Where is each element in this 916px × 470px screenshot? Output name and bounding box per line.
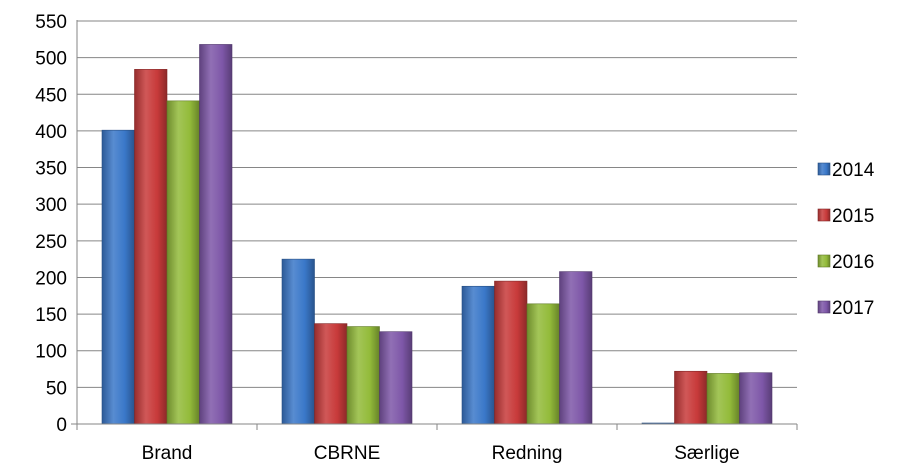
bar-særlige-2015	[674, 370, 708, 425]
bars	[101, 44, 773, 425]
axes	[71, 20, 798, 430]
legend-item-2017: 2017	[817, 298, 874, 319]
legend-label: 2015	[832, 206, 874, 227]
bar-brand-2014	[101, 129, 135, 425]
bar-særlige-2017	[739, 372, 773, 425]
y-tick-label: 100	[35, 342, 67, 363]
bar-cbrne-2016	[346, 326, 380, 425]
legend-item-2014: 2014	[817, 160, 875, 181]
x-tick-label: Særlige	[674, 443, 739, 464]
legend-item-2015: 2015	[817, 206, 874, 227]
y-tick-label: 50	[46, 378, 67, 399]
legend-swatch	[817, 208, 831, 222]
legend-label: 2014	[832, 160, 875, 181]
bar-brand-2015	[134, 69, 168, 425]
legend: 2014 2015 2016 2017	[817, 160, 875, 319]
bar-redning-2014	[461, 285, 495, 425]
legend-swatch	[817, 254, 831, 268]
bar-redning-2015	[494, 280, 528, 425]
legend-swatch	[817, 300, 831, 314]
y-tick-label: 200	[35, 268, 67, 289]
bar-redning-2017	[559, 271, 593, 425]
bar-redning-2016	[526, 303, 560, 425]
bar-cbrne-2014	[281, 258, 315, 425]
y-tick-label: 450	[35, 85, 67, 106]
y-axis-tick-labels: 0 50 100 150 200 250 300 350 400 450 500 550	[35, 12, 67, 436]
x-tick-label: CBRNE	[314, 443, 381, 464]
y-tick-label: 300	[35, 195, 67, 216]
bar-brand-2016	[166, 100, 200, 425]
legend-label: 2016	[832, 252, 874, 273]
legend-swatch	[817, 162, 831, 176]
y-tick-label: 550	[35, 12, 67, 33]
x-tick-label: Redning	[492, 443, 563, 464]
y-tick-label: 500	[35, 49, 67, 70]
y-tick-label: 250	[35, 232, 67, 253]
y-tick-label: 0	[56, 415, 67, 436]
y-tick-label: 400	[35, 122, 67, 143]
x-tick-label: Brand	[142, 443, 193, 464]
bar-cbrne-2017	[379, 331, 413, 425]
x-axis-tick-labels: Brand CBRNE Redning Særlige	[142, 443, 740, 464]
bar-særlige-2016	[706, 373, 740, 425]
bar-brand-2017	[199, 44, 233, 425]
bar-cbrne-2015	[314, 323, 348, 425]
y-tick-label: 150	[35, 305, 67, 326]
y-tick-label: 350	[35, 159, 67, 180]
legend-item-2016: 2016	[817, 252, 874, 273]
legend-label: 2017	[832, 298, 874, 319]
